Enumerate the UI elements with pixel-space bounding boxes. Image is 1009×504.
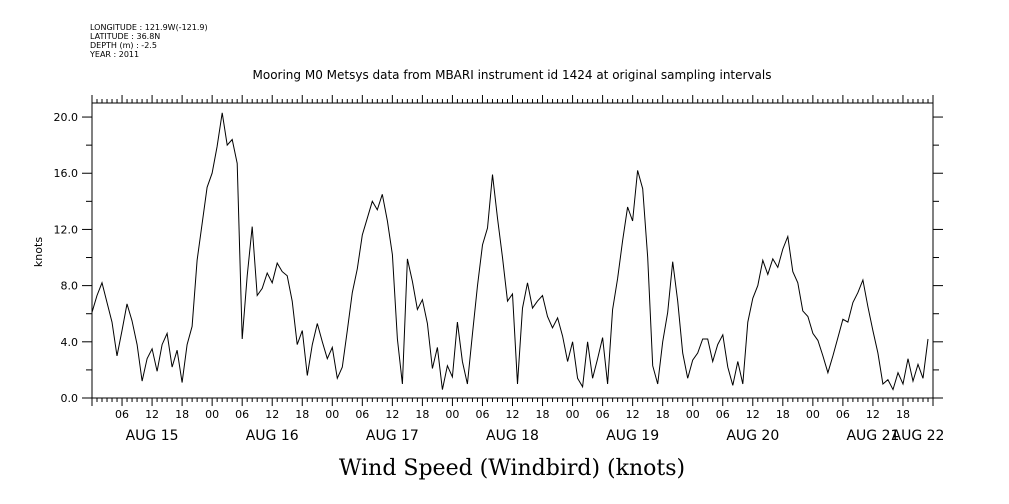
x-tick-label: 06	[475, 408, 489, 421]
x-tick-label: 12	[866, 408, 880, 421]
x-tick-label: 00	[325, 408, 339, 421]
x-day-label: AUG 18	[486, 428, 539, 444]
plot-frame	[91, 102, 934, 399]
y-tick-label: 20.0	[54, 111, 79, 124]
x-tick-label: 18	[656, 408, 670, 421]
x-tick-label: 06	[235, 408, 249, 421]
y-tick-label: 0.0	[61, 392, 79, 405]
x-tick-label: 00	[806, 408, 820, 421]
x-tick-label: 12	[265, 408, 279, 421]
x-tick-label: 18	[896, 408, 910, 421]
y-tick-label: 12.0	[54, 223, 79, 236]
day-labels: AUG 15 AUG 16 AUG 17 AUG 18 AUG 19 AUG 20 AUG …	[126, 428, 945, 444]
y-tick-label: 8.0	[61, 280, 79, 293]
x-day-label: AUG 19	[606, 428, 659, 444]
x-day-label: AUG 20	[726, 428, 779, 444]
y-tick-labels: 0.0 4.0 8.0 12.0 16.0 20.0	[54, 111, 79, 405]
y-tick-label: 16.0	[54, 167, 79, 180]
x-tick-label: 00	[205, 408, 219, 421]
chart-title: Mooring M0 Metsys data from MBARI instru…	[253, 68, 772, 82]
x-day-label: AUG 17	[366, 428, 419, 444]
x-tick-label: 18	[415, 408, 429, 421]
y-axis-label: knots	[32, 237, 45, 267]
x-tick-labels: 06 12 18 00 06 12 18 00 06 12 18 00 06 12 18 00 06 12 18 00…	[115, 408, 910, 421]
x-tick-label: 12	[626, 408, 640, 421]
x-tick-label: 18	[536, 408, 550, 421]
x-tick-label: 18	[295, 408, 309, 421]
x-day-label: AUG 15	[126, 428, 179, 444]
x-tick-label: 12	[385, 408, 399, 421]
x-tick-label: 00	[566, 408, 580, 421]
x-tick-label: 06	[355, 408, 369, 421]
x-tick-label: 12	[746, 408, 760, 421]
x-day-label: AUG 22	[892, 428, 945, 444]
x-tick-label: 06	[836, 408, 850, 421]
x-day-label: AUG 16	[246, 428, 299, 444]
x-tick-label: 06	[716, 408, 730, 421]
header-latitude: LATITUDE : 36.8N	[90, 32, 160, 41]
x-axis-title: Wind Speed (Windbird) (knots)	[339, 456, 685, 481]
header-depth: DEPTH (m) : -2.5	[90, 41, 157, 50]
x-tick-label: 06	[115, 408, 129, 421]
header-metadata: LONGITUDE : 121.9W(-121.9) LATITUDE : 36…	[89, 23, 208, 59]
series-line-wind-speed	[91, 112, 929, 391]
y-tick-label: 4.0	[61, 336, 79, 349]
x-tick-label: 12	[506, 408, 520, 421]
x-tick-label: 00	[686, 408, 700, 421]
x-day-label: AUG 21	[846, 428, 899, 444]
x-tick-label: 18	[175, 408, 189, 421]
x-tick-label: 00	[445, 408, 459, 421]
header-longitude: LONGITUDE : 121.9W(-121.9)	[90, 23, 208, 32]
x-tick-label: 06	[596, 408, 610, 421]
x-tick-label: 12	[145, 408, 159, 421]
header-year: YEAR : 2011	[89, 50, 139, 59]
tick-marks	[82, 95, 943, 406]
x-tick-label: 18	[776, 408, 790, 421]
